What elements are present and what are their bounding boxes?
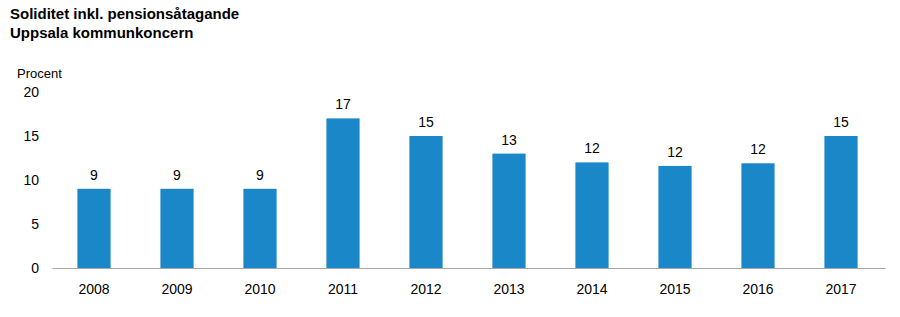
y-tick-label: 10 (23, 172, 39, 188)
bar (409, 136, 442, 268)
x-tick-label: 2014 (576, 281, 607, 297)
chart-svg: Soliditet inkl. pensionsåtagande Uppsala … (0, 0, 900, 317)
bar (824, 136, 857, 268)
data-label: 9 (90, 167, 98, 183)
bar (492, 154, 525, 268)
data-label: 15 (418, 114, 434, 130)
x-tick-label: 2011 (328, 281, 358, 297)
data-label: 9 (173, 167, 181, 183)
x-tick-label: 2012 (410, 281, 441, 297)
y-tick-label: 0 (31, 260, 39, 276)
data-label: 12 (584, 140, 600, 156)
data-label: 15 (833, 114, 849, 130)
x-tick-label: 2010 (244, 281, 275, 297)
data-label: 12 (750, 141, 766, 157)
bar (77, 189, 110, 268)
x-tick-label: 2009 (161, 281, 192, 297)
bars (77, 118, 857, 268)
subtitle: Uppsala kommunkoncern (10, 24, 193, 41)
y-tick-label: 5 (31, 216, 39, 232)
y-tick-label: 20 (23, 84, 39, 100)
bar (575, 162, 608, 268)
x-tick-label: 2016 (742, 281, 773, 297)
chart-container: Soliditet inkl. pensionsåtagande Uppsala … (0, 0, 900, 317)
x-axis-line (53, 268, 886, 269)
bar (741, 163, 774, 268)
data-label: 13 (501, 132, 517, 148)
data-label: 12 (667, 144, 683, 160)
x-tick-label: 2008 (78, 281, 109, 297)
x-tick-label: 2013 (493, 281, 524, 297)
data-label: 17 (335, 96, 351, 112)
y-tick-label: 15 (23, 128, 39, 144)
bar (160, 189, 193, 268)
bar (243, 189, 276, 268)
bar (326, 118, 359, 268)
x-tick-label: 2017 (825, 281, 856, 297)
x-tick-label: 2015 (659, 281, 690, 297)
y-axis-label: Procent (17, 66, 62, 81)
bar (658, 166, 691, 268)
title: Soliditet inkl. pensionsåtagande (10, 5, 239, 22)
data-label: 9 (256, 167, 264, 183)
